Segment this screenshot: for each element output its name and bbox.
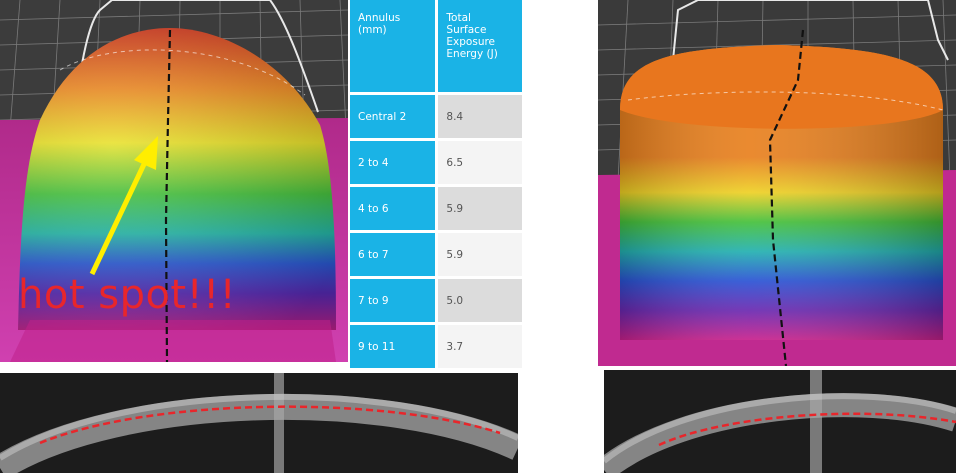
annulus-cell: 6 to 7	[350, 233, 439, 279]
annulus-header: Annulus (mm)	[350, 0, 439, 95]
table-header-row: Annulus (mm) Total Surface Exposure Ener…	[350, 0, 522, 95]
table-row: 7 to 9 5.0	[350, 279, 522, 325]
energy-cell: 5.9	[438, 233, 522, 279]
table-row: 6 to 7 5.9	[350, 233, 522, 279]
peaked-beam-profile-image	[0, 0, 348, 362]
energy-cell: 6.5	[438, 141, 522, 187]
energy-cell: 5.0	[438, 279, 522, 325]
energy-cell: 5.9	[438, 187, 522, 233]
table-row: 4 to 6 5.9	[350, 187, 522, 233]
table-row: 9 to 11 3.7	[350, 325, 522, 371]
annulus-cell: Central 2	[350, 95, 439, 141]
oct-scan-right-image	[604, 370, 956, 473]
arrow-icon	[89, 136, 158, 276]
annulus-cell: 4 to 6	[350, 187, 439, 233]
oct-scan-left-image	[0, 373, 518, 473]
annulus-cell: 2 to 4	[350, 141, 439, 187]
energy-cell: 3.7	[438, 325, 522, 371]
energy-header: Total Surface Exposure Energy (J)	[438, 0, 522, 95]
flat-top-beam-profile-image	[598, 0, 956, 366]
annulus-cell: 7 to 9	[350, 279, 439, 325]
energy-cell: 8.4	[438, 95, 522, 141]
table-row: Central 2 8.4	[350, 95, 522, 141]
hot-spot-label: hot spot!!!	[18, 272, 237, 318]
annulus-cell: 9 to 11	[350, 325, 439, 371]
table-row: 2 to 4 6.5	[350, 141, 522, 187]
exposure-energy-table: Annulus (mm) Total Surface Exposure Ener…	[350, 0, 522, 371]
